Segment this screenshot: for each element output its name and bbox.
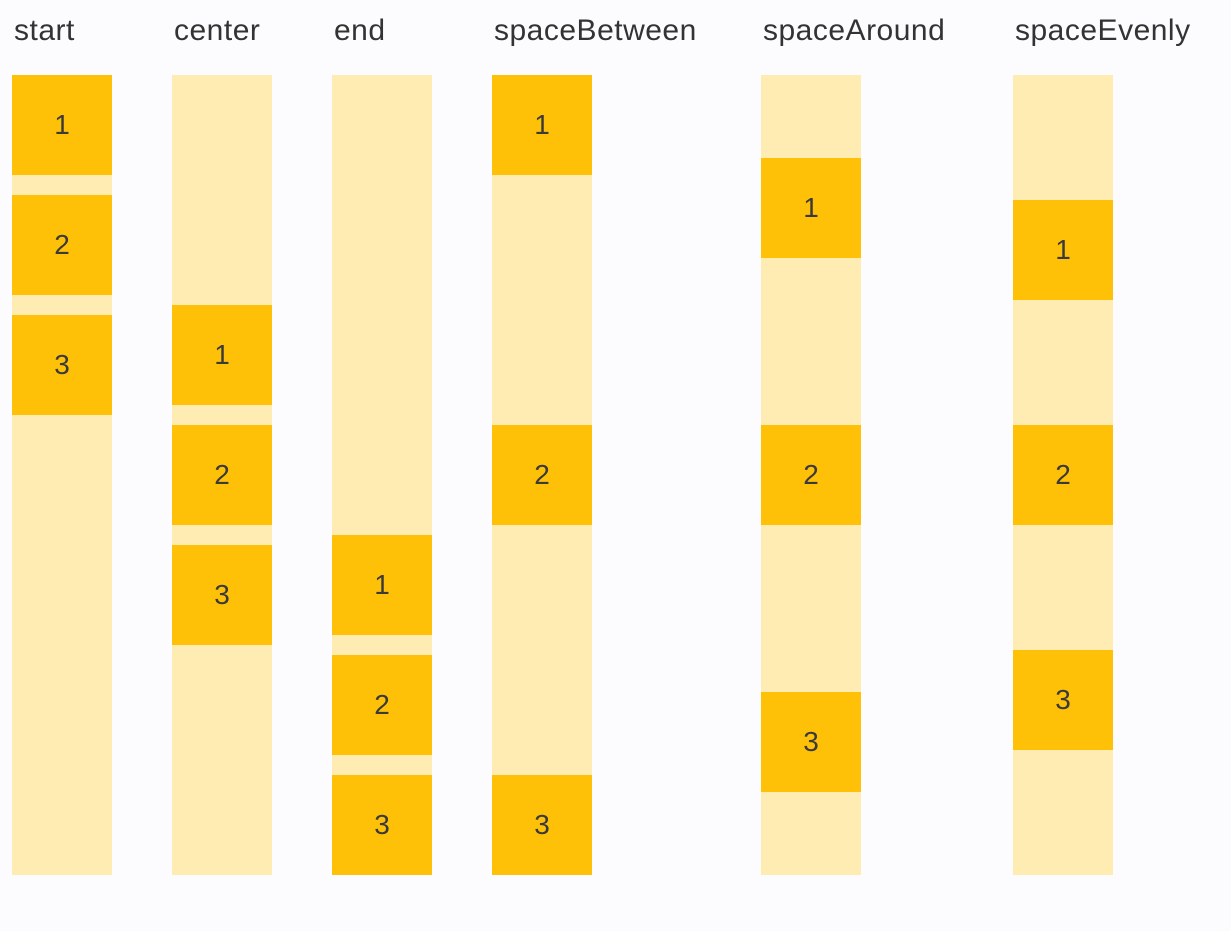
flex-track: 1 2 3 [492,75,592,875]
flex-item: 1 [172,305,272,405]
column-space-around: spaceAround 1 2 3 [761,0,945,875]
flex-item: 1 [12,75,112,175]
flex-item: 3 [761,691,861,792]
column-label: spaceBetween [494,14,697,47]
flex-item: 1 [492,75,592,175]
flex-item: 3 [492,775,592,875]
flex-item: 2 [492,425,592,525]
flex-item: 2 [332,655,432,755]
flex-item: 1 [1013,200,1113,300]
column-label: center [174,14,261,47]
column-space-evenly: spaceEvenly 1 2 3 [1013,0,1190,875]
column-label: spaceAround [763,14,946,47]
flex-item: 2 [761,424,861,525]
flex-item: 2 [172,425,272,525]
column-end: end 1 2 3 [332,0,432,875]
flex-track: 1 2 3 [12,75,112,875]
column-center: center 1 2 3 [172,0,272,875]
column-start: start 1 2 3 [12,0,112,875]
flex-track: 1 2 3 [172,75,272,875]
flex-item: 3 [12,315,112,415]
flex-item: 2 [1013,425,1113,525]
column-label: end [334,14,386,47]
column-label: start [14,14,75,47]
flex-track: 1 2 3 [1013,75,1113,875]
flex-item: 3 [172,545,272,645]
flex-item: 1 [761,158,861,259]
flex-item: 2 [12,195,112,295]
flex-item: 3 [332,775,432,875]
column-space-between: spaceBetween 1 2 3 [492,0,696,875]
flex-item: 1 [332,535,432,635]
flex-item: 3 [1013,650,1113,750]
flex-track: 1 2 3 [332,75,432,875]
flex-track: 1 2 3 [761,75,861,875]
column-label: spaceEvenly [1015,14,1191,47]
